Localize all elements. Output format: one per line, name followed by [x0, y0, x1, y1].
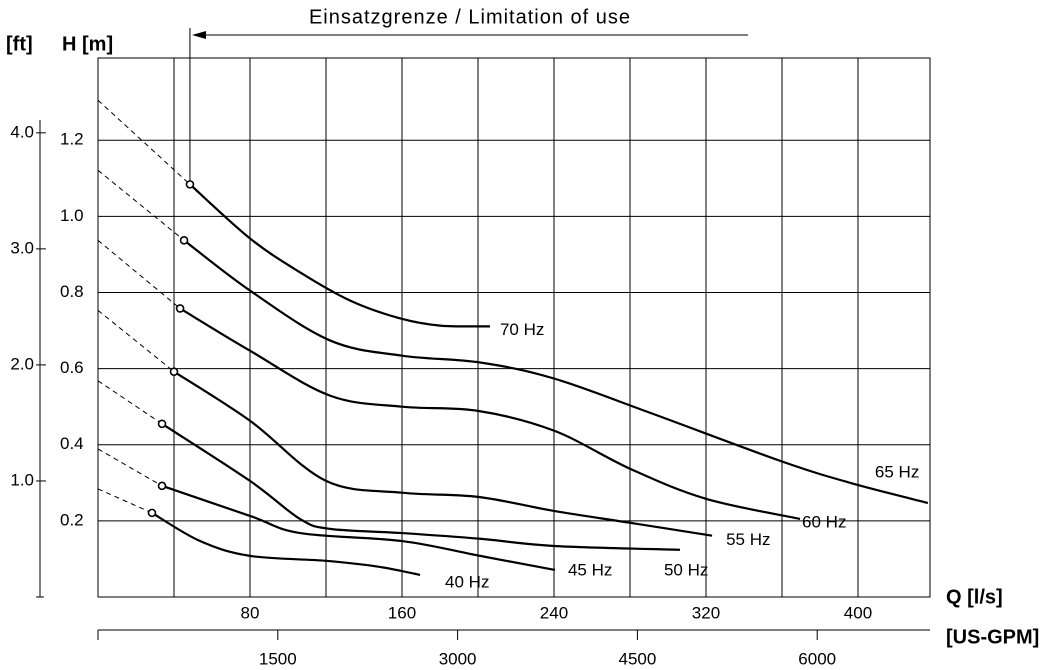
dashed-extension	[97, 169, 185, 241]
dashed-extension	[97, 239, 181, 309]
y-axis-label: H [m]	[62, 33, 113, 55]
plot-frame	[97, 57, 931, 598]
x-tick-label: 240	[540, 603, 568, 622]
series-label: 55 Hz	[726, 530, 770, 549]
curve	[183, 239, 929, 505]
start-point	[147, 508, 157, 518]
ft-tick-label: 2.0	[10, 354, 34, 373]
curve	[151, 511, 421, 577]
dashed-extension	[97, 99, 191, 185]
gpm-tick-label: 3000	[439, 649, 477, 668]
y-tick-label: 0.2	[60, 510, 84, 529]
x-tick-label: 160	[388, 603, 416, 622]
series-label: 70 Hz	[500, 320, 544, 339]
dashed-extension	[97, 448, 163, 487]
y-tick-label: 0.6	[60, 358, 84, 377]
x2-axis-label: [US-GPM]	[946, 626, 1039, 648]
series-label: 65 Hz	[875, 462, 919, 481]
x-tick-label: 80	[241, 603, 260, 622]
curve	[161, 422, 680, 551]
series-label: 40 Hz	[445, 572, 489, 591]
series-label: 60 Hz	[802, 512, 846, 531]
curve	[173, 370, 713, 537]
start-point	[179, 236, 189, 245]
y-tick-label: 0.4	[60, 434, 84, 453]
ft-tick-label: 3.0	[10, 238, 34, 257]
limit-arrowhead	[191, 31, 206, 39]
x-axis-label: Q [l/s]	[946, 586, 1003, 608]
x-tick-label: 400	[844, 603, 872, 622]
chart-title: Einsatzgrenze / Limitation of use	[309, 6, 631, 28]
start-point	[185, 180, 195, 189]
ft-tick-label: 4.0	[10, 122, 34, 141]
series-label: 50 Hz	[664, 560, 708, 579]
start-point	[175, 304, 185, 313]
curve	[189, 183, 490, 328]
ft-tick-label: 1.0	[10, 470, 34, 489]
dashed-extension	[97, 488, 153, 514]
start-point	[157, 481, 167, 491]
start-point	[157, 419, 167, 429]
x-tick-label: 320	[692, 603, 720, 622]
curve	[179, 307, 801, 521]
y-tick-label: 1.2	[60, 130, 84, 149]
dashed-extension	[97, 380, 163, 425]
dashed-extension	[97, 309, 175, 373]
gpm-tick-label: 1500	[259, 649, 297, 668]
start-point	[169, 367, 179, 376]
y-tick-label: 1.0	[60, 206, 84, 225]
gpm-tick-label: 6000	[798, 649, 836, 668]
y-axis-label-ft: [ft]	[6, 33, 33, 55]
y-tick-label: 0.8	[60, 282, 84, 301]
curve	[161, 484, 556, 572]
series-label: 45 Hz	[568, 560, 612, 579]
gpm-tick-label: 4500	[618, 649, 656, 668]
